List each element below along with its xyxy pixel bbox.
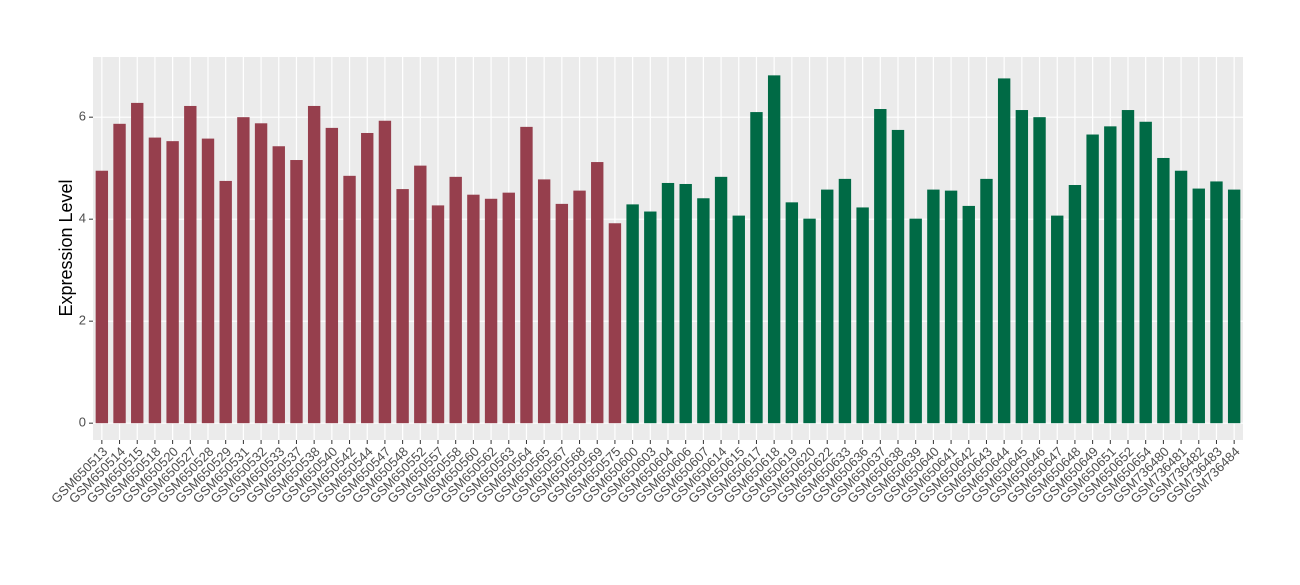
bar (449, 176, 462, 424)
bar (1051, 215, 1064, 424)
bar (821, 189, 834, 424)
bar (325, 127, 339, 424)
y-tick-label: 4 (79, 211, 86, 226)
bar (396, 189, 409, 424)
bar (131, 102, 144, 424)
bar (1033, 117, 1046, 424)
bar (148, 137, 162, 424)
bar (166, 141, 179, 424)
bar (591, 162, 604, 424)
bar (891, 129, 905, 424)
bar (608, 223, 622, 424)
bar (555, 203, 569, 424)
bar (944, 190, 958, 424)
bar (467, 194, 480, 424)
bar (1139, 121, 1152, 424)
bar (431, 205, 445, 424)
bar (1157, 157, 1170, 424)
bar (307, 105, 321, 424)
bar (537, 179, 551, 424)
bar (1121, 110, 1135, 424)
y-tick-label: 6 (79, 109, 86, 124)
y-tick-label: 0 (79, 415, 86, 430)
bar (573, 190, 586, 424)
bar (1015, 110, 1029, 424)
bar (95, 170, 109, 424)
y-tick-label: 2 (79, 313, 86, 328)
bar (962, 205, 975, 424)
bar (997, 78, 1011, 424)
bar (767, 75, 781, 424)
bar (254, 123, 268, 424)
bar (378, 120, 392, 424)
bar (414, 165, 427, 424)
bar (732, 215, 745, 424)
bar (1192, 188, 1205, 424)
bar (644, 211, 657, 424)
bar (520, 126, 533, 424)
bar (856, 207, 869, 424)
bar (697, 198, 710, 424)
bar (750, 112, 763, 424)
bar (785, 202, 799, 424)
bar (1210, 181, 1223, 424)
bar (874, 109, 887, 424)
bar (838, 178, 852, 424)
bar (272, 146, 285, 424)
bar (1227, 189, 1241, 424)
bar (184, 105, 197, 424)
bar (1068, 185, 1082, 424)
bar (219, 180, 232, 424)
bar (502, 192, 515, 424)
bar (626, 204, 639, 424)
bar (201, 138, 215, 424)
bar (1086, 134, 1099, 424)
bar (1174, 170, 1188, 424)
bar (909, 218, 922, 424)
bar (237, 117, 250, 424)
bar (484, 198, 498, 424)
bar (361, 132, 374, 424)
bar (714, 176, 728, 424)
bar (679, 183, 692, 424)
y-axis-title: Expression Level (56, 179, 76, 316)
bar (1104, 126, 1117, 424)
bar (803, 218, 816, 424)
bar (113, 123, 126, 424)
bar (661, 182, 675, 424)
bar (927, 189, 940, 424)
bar (290, 160, 303, 424)
bar (343, 175, 356, 424)
bar (980, 178, 993, 424)
